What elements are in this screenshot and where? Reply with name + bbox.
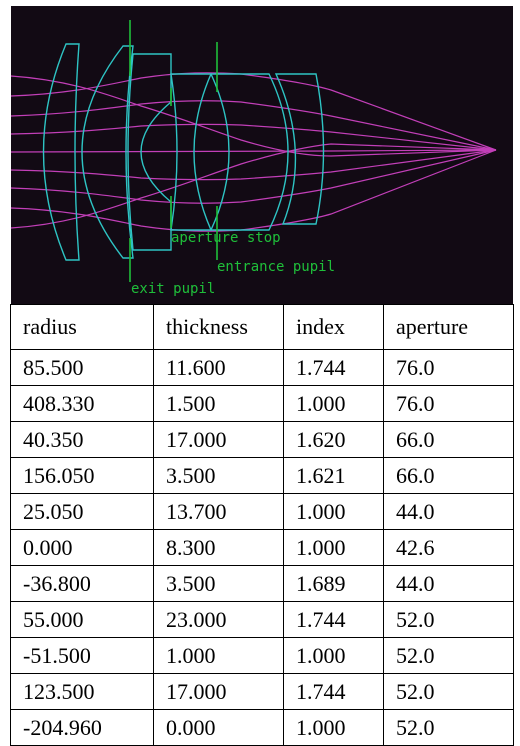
cell-thickness: 11.600	[153, 349, 284, 386]
cell-aperture: 52.0	[383, 601, 514, 638]
header-radius: radius	[10, 304, 154, 350]
header-aperture: aperture	[383, 304, 514, 350]
lens-element-2	[81, 45, 134, 259]
table-row: -51.500 1.000 1.000 52.0	[10, 637, 514, 674]
ray-6	[11, 149, 497, 204]
cell-thickness: 3.500	[153, 457, 284, 494]
cell-thickness: 3.500	[153, 565, 284, 602]
header-thickness: thickness	[153, 304, 284, 350]
header-index: index	[283, 304, 384, 350]
table-row: -204.960 0.000 1.000 52.0	[10, 709, 514, 746]
cell-index: 1.689	[283, 565, 384, 602]
ray-9	[11, 143, 497, 229]
aperture-stop-label: aperture stop	[171, 230, 281, 246]
cell-index: 1.744	[283, 349, 384, 386]
cell-index: 1.000	[283, 529, 384, 566]
table-body: 85.500 11.600 1.744 76.0 408.330 1.500 1.000 76…	[10, 349, 514, 746]
table-row: 55.000 23.000 1.744 52.0	[10, 601, 514, 638]
table-row: 123.500 17.000 1.744 52.0	[10, 673, 514, 710]
cell-index: 1.000	[283, 493, 384, 530]
cell-radius: -204.960	[10, 709, 154, 746]
cell-thickness: 1.000	[153, 637, 284, 674]
table-row: 156.050 3.500 1.621 66.0	[10, 457, 514, 494]
cell-thickness: 17.000	[153, 673, 284, 710]
cell-radius: -51.500	[10, 637, 154, 674]
table-row: 40.350 17.000 1.620 66.0	[10, 421, 514, 458]
cell-aperture: 44.0	[383, 565, 514, 602]
cell-thickness: 13.700	[153, 493, 284, 530]
table-row: -36.800 3.500 1.689 44.0	[10, 565, 514, 602]
cell-index: 1.000	[283, 637, 384, 674]
lens-ray-diagram: aperture stop entrance pupil exit pupil	[11, 6, 513, 304]
cell-radius: 25.050	[10, 493, 154, 530]
cell-index: 1.621	[283, 457, 384, 494]
table-header-row: radius thickness index aperture	[10, 304, 514, 350]
lens-element-6	[274, 73, 325, 225]
cell-radius: 0.000	[10, 529, 154, 566]
ray-bundle	[11, 72, 497, 232]
cell-aperture: 42.6	[383, 529, 514, 566]
cell-aperture: 44.0	[383, 493, 514, 530]
cell-radius: 156.050	[10, 457, 154, 494]
cell-radius: 40.350	[10, 421, 154, 458]
cell-radius: 123.500	[10, 673, 154, 710]
cell-index: 1.744	[283, 601, 384, 638]
cell-index: 1.744	[283, 673, 384, 710]
cell-thickness: 0.000	[153, 709, 284, 746]
lens-prescription-table: radius thickness index aperture 85.500 11…	[10, 304, 514, 746]
cell-index: 1.000	[283, 385, 384, 422]
cell-index: 1.620	[283, 421, 384, 458]
entrance-pupil-label: entrance pupil	[217, 259, 335, 275]
cell-radius: -36.800	[10, 565, 154, 602]
cell-thickness: 1.500	[153, 385, 284, 422]
cell-aperture: 52.0	[383, 709, 514, 746]
ray-2	[11, 100, 497, 151]
exit-pupil-label: exit pupil	[131, 281, 215, 297]
cell-aperture: 76.0	[383, 385, 514, 422]
table-row: 25.050 13.700 1.000 44.0	[10, 493, 514, 530]
cell-radius: 55.000	[10, 601, 154, 638]
table-row: 408.330 1.500 1.000 76.0	[10, 385, 514, 422]
table-row: 85.500 11.600 1.744 76.0	[10, 349, 514, 386]
cell-aperture: 52.0	[383, 637, 514, 674]
lens-element-5	[193, 73, 289, 231]
cell-aperture: 66.0	[383, 457, 514, 494]
pupil-markers	[129, 20, 218, 282]
lens-element-1	[42, 43, 80, 261]
ray-trace-svg: aperture stop entrance pupil exit pupil	[11, 20, 497, 297]
ray-8	[11, 75, 497, 157]
lens-prescription-table-container: radius thickness index aperture 85.500 11…	[10, 304, 514, 746]
cell-aperture: 52.0	[383, 673, 514, 710]
table-row: 0.000 8.300 1.000 42.6	[10, 529, 514, 566]
ray-7	[11, 149, 497, 232]
lens-element-3	[127, 53, 172, 251]
cell-radius: 408.330	[10, 385, 154, 422]
ray-1	[11, 72, 497, 151]
cell-radius: 85.500	[10, 349, 154, 386]
cell-aperture: 66.0	[383, 421, 514, 458]
cell-aperture: 76.0	[383, 349, 514, 386]
ray-4	[11, 149, 497, 153]
cell-thickness: 17.000	[153, 421, 284, 458]
lens-elements	[42, 43, 325, 261]
cell-thickness: 8.300	[153, 529, 284, 566]
cell-index: 1.000	[283, 709, 384, 746]
cell-thickness: 23.000	[153, 601, 284, 638]
